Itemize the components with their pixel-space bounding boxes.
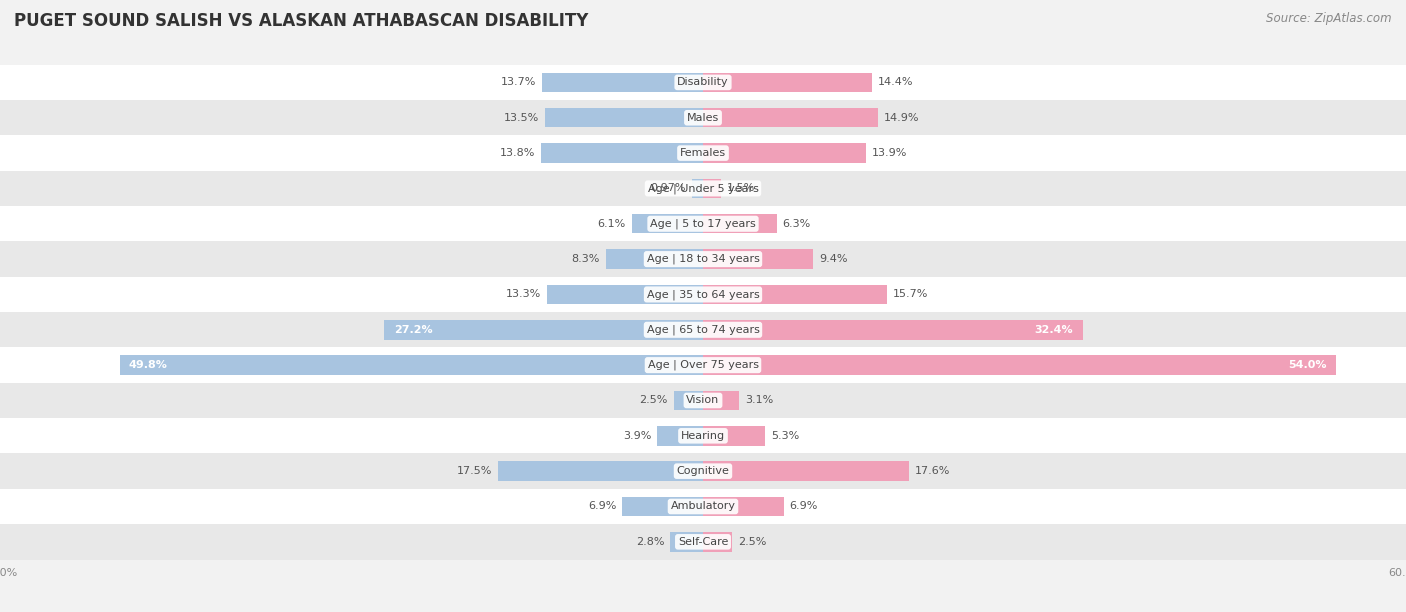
Bar — [0, 524, 1406, 559]
Bar — [606, 250, 703, 269]
Bar — [671, 532, 703, 551]
Text: 27.2%: 27.2% — [394, 325, 432, 335]
Text: 54.0%: 54.0% — [1288, 360, 1326, 370]
Text: 13.9%: 13.9% — [872, 148, 907, 158]
Bar — [0, 453, 1406, 489]
Bar — [703, 356, 1336, 375]
Text: Vision: Vision — [686, 395, 720, 406]
Text: Males: Males — [688, 113, 718, 123]
Bar — [703, 73, 872, 92]
Text: 2.8%: 2.8% — [636, 537, 665, 547]
Bar — [0, 171, 1406, 206]
Text: Cognitive: Cognitive — [676, 466, 730, 476]
Bar — [0, 382, 1406, 418]
Bar — [703, 497, 785, 516]
Text: 2.5%: 2.5% — [640, 395, 668, 406]
Text: Disability: Disability — [678, 77, 728, 88]
Text: 6.1%: 6.1% — [598, 218, 626, 229]
Bar — [547, 285, 703, 304]
Text: 3.9%: 3.9% — [623, 431, 651, 441]
Bar — [543, 73, 703, 92]
Text: 49.8%: 49.8% — [129, 360, 167, 370]
Text: Ambulatory: Ambulatory — [671, 501, 735, 512]
Text: 13.7%: 13.7% — [502, 77, 537, 88]
Bar — [703, 214, 778, 234]
Text: Age | 5 to 17 years: Age | 5 to 17 years — [650, 218, 756, 229]
Bar — [703, 108, 877, 127]
Bar — [631, 214, 703, 234]
Bar — [703, 250, 813, 269]
Text: 6.9%: 6.9% — [790, 501, 818, 512]
Bar — [0, 489, 1406, 524]
Text: 2.5%: 2.5% — [738, 537, 766, 547]
Bar — [541, 143, 703, 163]
Text: Age | Under 5 years: Age | Under 5 years — [648, 183, 758, 193]
Bar — [0, 206, 1406, 242]
Text: 14.9%: 14.9% — [883, 113, 920, 123]
Text: 6.3%: 6.3% — [783, 218, 811, 229]
Bar — [0, 418, 1406, 453]
Bar — [0, 277, 1406, 312]
Bar — [703, 532, 733, 551]
Text: 3.1%: 3.1% — [745, 395, 773, 406]
Text: 13.5%: 13.5% — [503, 113, 538, 123]
Bar — [703, 285, 887, 304]
Bar — [703, 390, 740, 410]
Text: 13.3%: 13.3% — [506, 289, 541, 299]
Text: Age | Over 75 years: Age | Over 75 years — [648, 360, 758, 370]
Bar — [498, 461, 703, 481]
Text: 5.3%: 5.3% — [770, 431, 799, 441]
Text: 9.4%: 9.4% — [818, 254, 848, 264]
Text: 8.3%: 8.3% — [571, 254, 600, 264]
Bar — [703, 461, 910, 481]
Text: Hearing: Hearing — [681, 431, 725, 441]
Text: Age | 18 to 34 years: Age | 18 to 34 years — [647, 254, 759, 264]
Text: 0.97%: 0.97% — [651, 184, 686, 193]
Text: 17.5%: 17.5% — [457, 466, 492, 476]
Text: 15.7%: 15.7% — [893, 289, 928, 299]
Bar — [546, 108, 703, 127]
Bar — [703, 320, 1083, 340]
Text: Age | 65 to 74 years: Age | 65 to 74 years — [647, 324, 759, 335]
Text: 1.5%: 1.5% — [727, 184, 755, 193]
Text: Females: Females — [681, 148, 725, 158]
Bar — [657, 426, 703, 446]
Text: PUGET SOUND SALISH VS ALASKAN ATHABASCAN DISABILITY: PUGET SOUND SALISH VS ALASKAN ATHABASCAN… — [14, 12, 589, 30]
Bar — [384, 320, 703, 340]
Bar — [703, 143, 866, 163]
Text: Age | 35 to 64 years: Age | 35 to 64 years — [647, 289, 759, 300]
Text: 13.8%: 13.8% — [501, 148, 536, 158]
Bar — [0, 135, 1406, 171]
Text: 32.4%: 32.4% — [1035, 325, 1073, 335]
Text: 14.4%: 14.4% — [877, 77, 912, 88]
Bar — [0, 312, 1406, 348]
Bar — [0, 100, 1406, 135]
Bar — [621, 497, 703, 516]
Bar — [673, 390, 703, 410]
Text: Self-Care: Self-Care — [678, 537, 728, 547]
Bar — [0, 65, 1406, 100]
Bar — [120, 356, 703, 375]
Bar — [692, 179, 703, 198]
Bar — [0, 348, 1406, 382]
Text: 17.6%: 17.6% — [915, 466, 950, 476]
Text: Source: ZipAtlas.com: Source: ZipAtlas.com — [1267, 12, 1392, 25]
Bar — [0, 242, 1406, 277]
Bar — [703, 426, 765, 446]
Bar — [703, 179, 721, 198]
Text: 6.9%: 6.9% — [588, 501, 616, 512]
